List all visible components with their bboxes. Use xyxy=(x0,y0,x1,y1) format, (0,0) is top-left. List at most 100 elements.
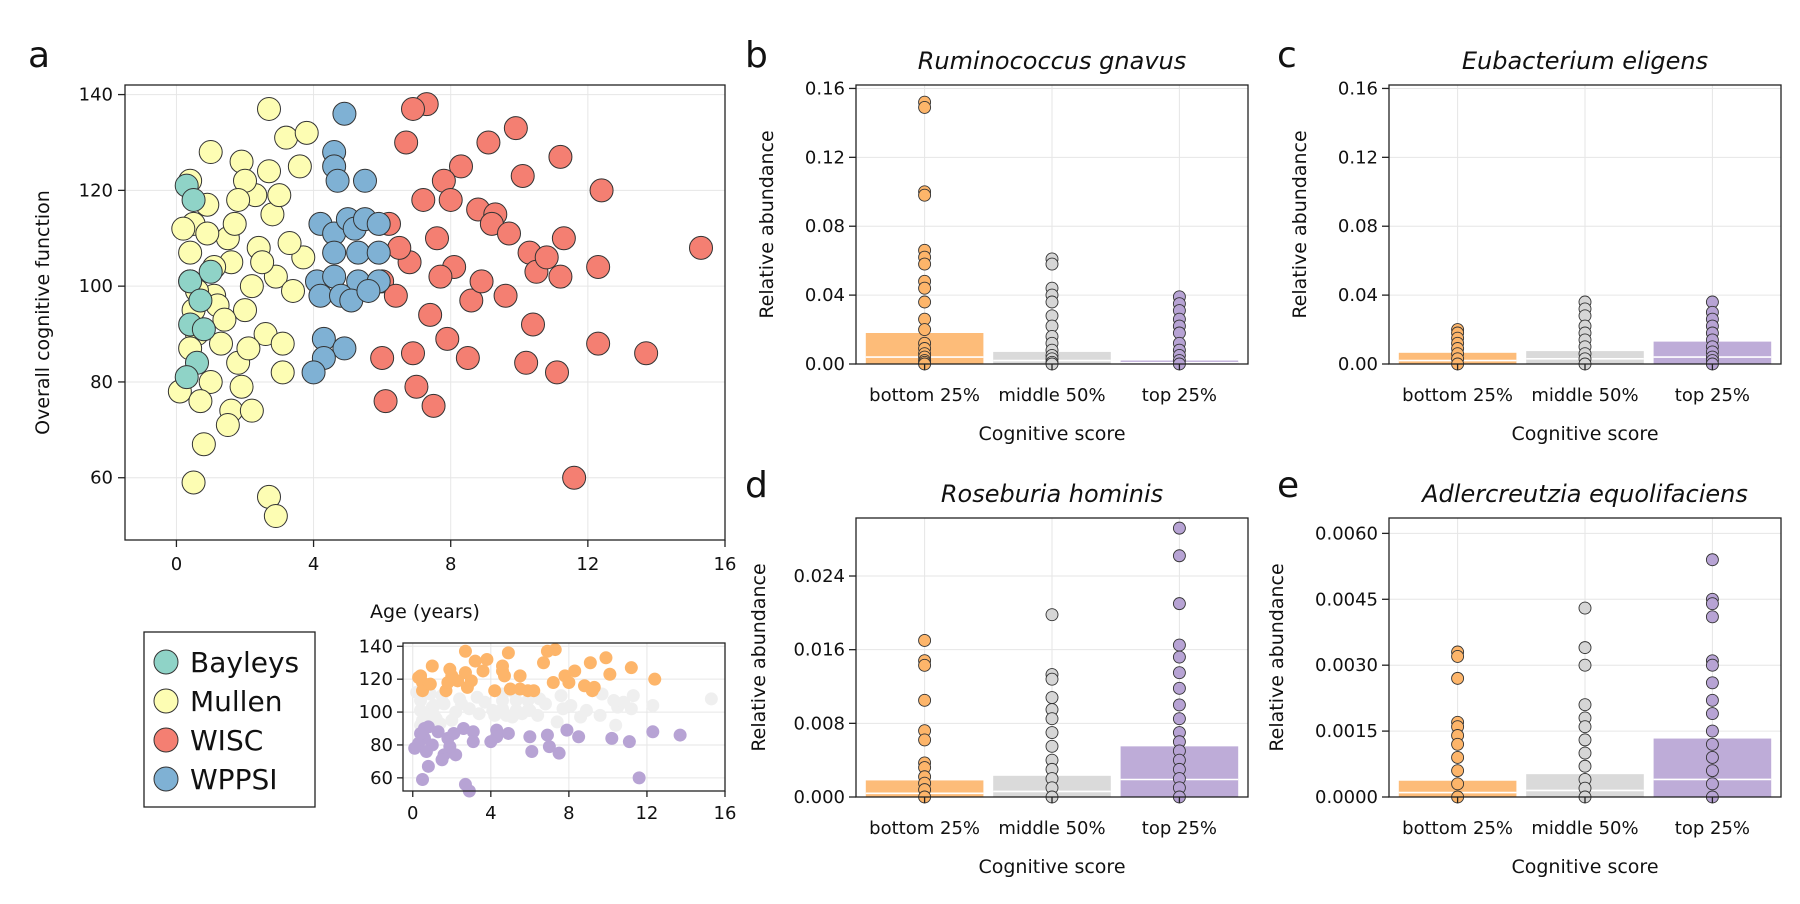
chart-title: Adlercreutzia equolifaciens xyxy=(1420,480,1748,508)
data-point-mullen xyxy=(215,413,240,438)
data-point-wisc xyxy=(370,346,395,370)
y-tick-label: 0.16 xyxy=(1338,78,1378,99)
y-tick-label: 0.12 xyxy=(805,147,845,168)
inset-frame xyxy=(402,642,726,792)
category-label: bottom 25% xyxy=(869,818,980,839)
category-label: middle 50% xyxy=(1531,385,1638,406)
y-axis-label: Relative abundance xyxy=(1289,130,1311,318)
data-point-bottom xyxy=(918,295,932,309)
data-point-mullen xyxy=(239,274,264,299)
inset-point-bottom xyxy=(624,661,638,675)
data-point-middle xyxy=(1045,672,1059,686)
data-point-wppsi xyxy=(308,283,333,308)
data-point-wisc xyxy=(438,187,463,212)
inset-point-middle xyxy=(472,707,486,721)
data-point-wisc xyxy=(373,389,398,414)
data-point-wisc xyxy=(404,374,429,399)
data-point-bottom xyxy=(1451,671,1465,685)
y-tick-label: 0.024 xyxy=(793,566,845,587)
inset-point-bottom xyxy=(540,644,554,658)
data-point-top xyxy=(1172,597,1186,611)
data-point-wisc xyxy=(425,226,449,251)
data-point-mullen xyxy=(222,211,247,236)
y-tick-label: 0.04 xyxy=(1338,285,1378,306)
data-point-wisc xyxy=(562,465,587,490)
inset-point-middle xyxy=(609,718,623,732)
inset-point-top xyxy=(646,725,660,739)
inset-point-top xyxy=(443,740,457,754)
data-point-top xyxy=(1705,724,1719,738)
inset-point-top xyxy=(435,753,449,767)
y-tick-label: 0.000 xyxy=(793,787,845,808)
x-axis-label: Cognitive score xyxy=(978,423,1125,445)
data-point-bottom xyxy=(1451,649,1465,663)
category-label: bottom 25% xyxy=(869,385,980,406)
inset-point-top xyxy=(421,759,435,773)
inset-point-middle xyxy=(515,707,529,721)
data-point-top xyxy=(1172,650,1186,664)
inset-point-top xyxy=(484,735,498,749)
inset-point-top xyxy=(632,771,646,785)
y-tick-label: 0.0015 xyxy=(1315,721,1378,742)
data-point-mullen xyxy=(270,360,295,385)
inset-y-tick-label: 80 xyxy=(370,735,393,756)
data-point-wppsi xyxy=(332,336,357,361)
data-point-middle xyxy=(1578,759,1592,773)
inset-point-middle xyxy=(626,689,640,703)
data-point-mullen xyxy=(263,504,288,529)
data-point-mullen xyxy=(274,125,299,150)
data-point-top xyxy=(1172,712,1186,726)
data-point-wisc xyxy=(534,245,559,270)
data-point-wisc xyxy=(589,178,614,203)
inset-point-top xyxy=(622,735,636,749)
y-tick-label: 0.0000 xyxy=(1315,787,1378,808)
data-point-bayleys xyxy=(174,365,199,390)
data-point-bottom xyxy=(918,323,932,337)
data-point-middle xyxy=(1045,739,1059,753)
data-point-bayleys xyxy=(178,269,203,294)
legend-label-mullen: Mullen xyxy=(190,685,282,718)
data-point-bottom xyxy=(918,733,932,747)
inset-point-top xyxy=(501,726,515,740)
inset-point-bottom xyxy=(464,674,478,688)
panel-letter-d: d xyxy=(745,465,768,506)
data-point-bayleys xyxy=(188,288,213,313)
data-point-wisc xyxy=(545,360,569,385)
data-point-mullen xyxy=(257,159,281,184)
data-point-middle xyxy=(1578,733,1592,747)
data-point-wppsi xyxy=(322,240,347,265)
data-point-mullen xyxy=(277,231,302,256)
inset-point-bottom xyxy=(441,675,455,689)
data-point-mullen xyxy=(257,96,281,121)
data-point-middle xyxy=(1045,257,1059,271)
data-point-wppsi xyxy=(346,240,371,265)
data-point-mullen xyxy=(281,278,305,303)
category-label: top 25% xyxy=(1142,818,1217,839)
inset-point-bottom xyxy=(648,672,662,686)
inset-y-tick-label: 140 xyxy=(359,636,393,657)
panel-a-inset-scatter: 0 4 8 12 16 60 80 100 120 140 xyxy=(359,636,737,824)
inset-point-bottom xyxy=(568,664,582,678)
inset-point-bottom xyxy=(468,654,482,668)
legend-marker-wisc xyxy=(153,727,179,753)
y-tick-label: 0.00 xyxy=(1338,354,1378,375)
data-point-middle xyxy=(1045,726,1059,739)
inset-point-middle xyxy=(556,702,570,716)
data-point-wisc xyxy=(469,269,494,294)
inset-point-middle xyxy=(593,708,607,722)
inset-point-top xyxy=(673,728,687,742)
panel-letter-e: e xyxy=(1277,465,1299,506)
data-point-mullen xyxy=(239,398,264,423)
data-point-wisc xyxy=(521,312,545,337)
data-point-wisc xyxy=(503,116,528,141)
panel-letter-b: b xyxy=(745,35,768,76)
data-point-mullen xyxy=(181,470,206,495)
y-tick-label: 0.00 xyxy=(805,354,845,375)
inset-x-tick-label: 0 xyxy=(407,803,418,824)
data-point-wppsi xyxy=(366,240,391,265)
data-point-wisc xyxy=(401,341,425,366)
data-point-mullen xyxy=(212,307,237,332)
inset-point-middle xyxy=(509,694,523,708)
inset-point-middle xyxy=(455,697,469,711)
data-point-middle xyxy=(1578,601,1592,615)
